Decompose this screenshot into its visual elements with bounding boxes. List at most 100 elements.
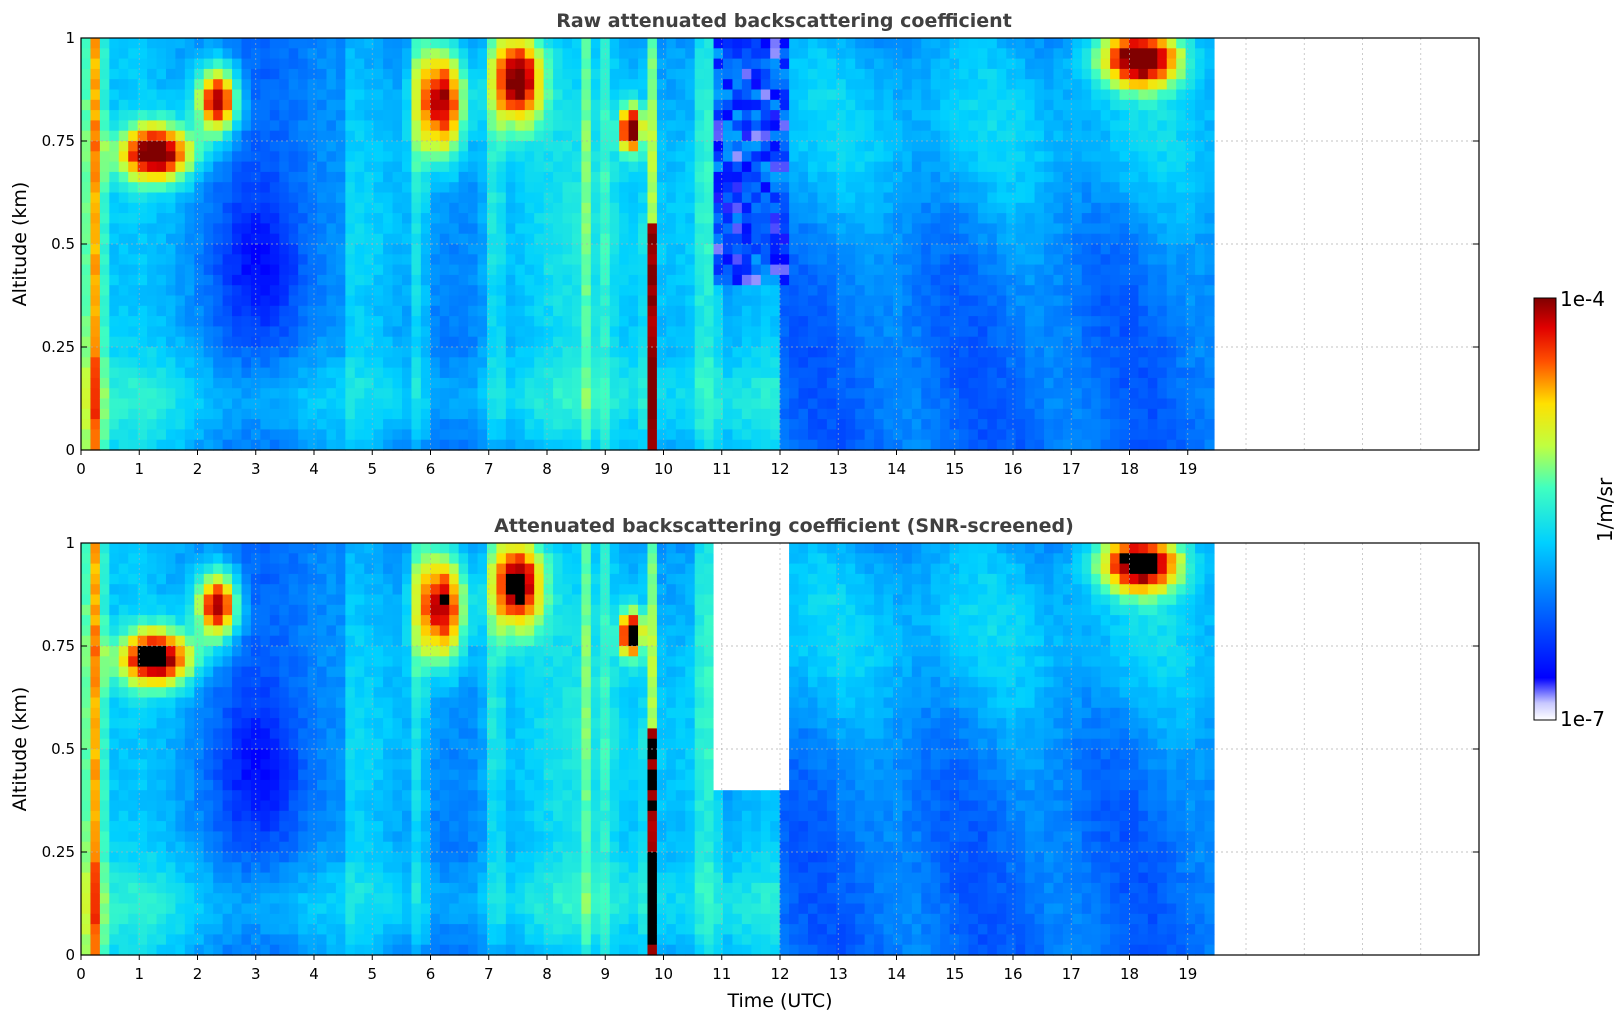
heatmap-cell: [959, 48, 970, 60]
heatmap-cell: [81, 903, 92, 915]
heatmap-cell: [996, 48, 1007, 60]
heatmap-cell: [628, 192, 639, 204]
heatmap-cell: [288, 120, 299, 132]
heatmap-cell: [345, 316, 356, 327]
heatmap-cell: [477, 336, 488, 348]
heatmap-cell: [940, 38, 951, 49]
heatmap-cell: [1166, 213, 1177, 224]
heatmap-cell: [128, 202, 139, 214]
heatmap-cell: [694, 419, 705, 430]
heatmap-cell: [335, 398, 346, 410]
heatmap-cell: [921, 182, 932, 194]
heatmap-cell: [760, 58, 771, 70]
heatmap-cell: [1166, 171, 1177, 183]
heatmap-cell: [392, 89, 403, 101]
heatmap-cell: [392, 254, 403, 266]
heatmap-cell: [335, 58, 346, 70]
heatmap-cell: [354, 120, 365, 132]
heatmap-cell: [723, 68, 734, 80]
heatmap-cell: [354, 223, 365, 235]
heatmap-cell: [996, 367, 1007, 379]
heatmap-cell: [241, 110, 252, 121]
heatmap-cell: [1062, 223, 1073, 235]
heatmap-cell: [666, 213, 677, 224]
heatmap-cell: [1157, 89, 1168, 101]
heatmap-cell: [921, 79, 932, 91]
heatmap-cell: [184, 388, 195, 400]
heatmap-cell: [1185, 213, 1196, 224]
heatmap-cell: [505, 388, 516, 400]
heatmap-cell: [1119, 367, 1130, 379]
heatmap-cell: [732, 68, 743, 80]
heatmap-cell: [213, 161, 224, 173]
heatmap-cell: [883, 305, 894, 317]
heatmap-cell: [81, 934, 92, 946]
heatmap-cell: [751, 192, 762, 204]
heatmap-cell: [298, 264, 309, 276]
heatmap-cell: [1072, 99, 1083, 111]
heatmap-cell: [996, 347, 1007, 358]
heatmap-cell: [864, 110, 875, 121]
heatmap-cell: [571, 388, 582, 400]
heatmap-cell: [1062, 408, 1073, 420]
heatmap-cell: [638, 48, 649, 60]
heatmap-cell: [383, 171, 394, 183]
heatmap-cell: [496, 99, 507, 111]
heatmap-cell: [949, 439, 960, 451]
heatmap-cell: [638, 388, 649, 400]
heatmap-cell: [1157, 274, 1168, 286]
heatmap-cell: [1110, 202, 1121, 214]
heatmap-cell: [1081, 151, 1092, 163]
heatmap-cell: [449, 429, 460, 441]
heatmap-cell: [892, 58, 903, 70]
heatmap-cell: [817, 233, 828, 245]
heatmap-cell: [118, 233, 129, 245]
heatmap-cell: [1015, 130, 1026, 142]
heatmap-cell: [1062, 99, 1073, 111]
heatmap-cell: [930, 38, 941, 49]
heatmap-cell: [656, 439, 667, 451]
heatmap-cell: [987, 316, 998, 327]
heatmap-cell: [420, 202, 431, 214]
heatmap-cell: [855, 161, 866, 173]
heatmap-cell: [1006, 68, 1017, 80]
heatmap-cell: [298, 151, 309, 163]
heatmap-cell: [562, 171, 573, 183]
heatmap-cell: [1100, 326, 1111, 338]
heatmap-cell: [864, 99, 875, 111]
heatmap-cell: [1081, 99, 1092, 111]
heatmap-cell: [1053, 439, 1064, 451]
heatmap-cell: [666, 233, 677, 245]
heatmap-cell: [383, 264, 394, 276]
heatmap-cell: [118, 357, 129, 369]
heatmap-cell: [515, 141, 526, 152]
heatmap-cell: [855, 419, 866, 430]
heatmap-cell: [232, 254, 243, 266]
heatmap-cell: [307, 89, 318, 101]
heatmap-cell: [468, 419, 479, 430]
heatmap-cell: [590, 213, 601, 224]
heatmap-cell: [968, 347, 979, 358]
heatmap-cell: [392, 398, 403, 410]
heatmap-cell: [628, 233, 639, 245]
heatmap-cell: [562, 429, 573, 441]
heatmap-cell: [1100, 336, 1111, 348]
heatmap-cell: [855, 130, 866, 142]
heatmap-cell: [307, 347, 318, 358]
heatmap-cell: [732, 408, 743, 420]
heatmap-cell: [959, 202, 970, 214]
heatmap-cell: [1044, 326, 1055, 338]
heatmap-cell: [1110, 285, 1121, 297]
heatmap-cell: [874, 274, 885, 286]
heatmap-cell: [1081, 120, 1092, 132]
heatmap-cell: [562, 68, 573, 80]
heatmap-cell: [987, 213, 998, 224]
heatmap-cell: [241, 130, 252, 142]
heatmap-cell: [1176, 377, 1187, 389]
heatmap-cell: [713, 141, 724, 152]
heatmap-cell: [874, 254, 885, 266]
heatmap-cell: [581, 347, 592, 358]
heatmap-cell: [1157, 48, 1168, 60]
heatmap-cell: [571, 264, 582, 276]
heatmap-cell: [420, 68, 431, 80]
